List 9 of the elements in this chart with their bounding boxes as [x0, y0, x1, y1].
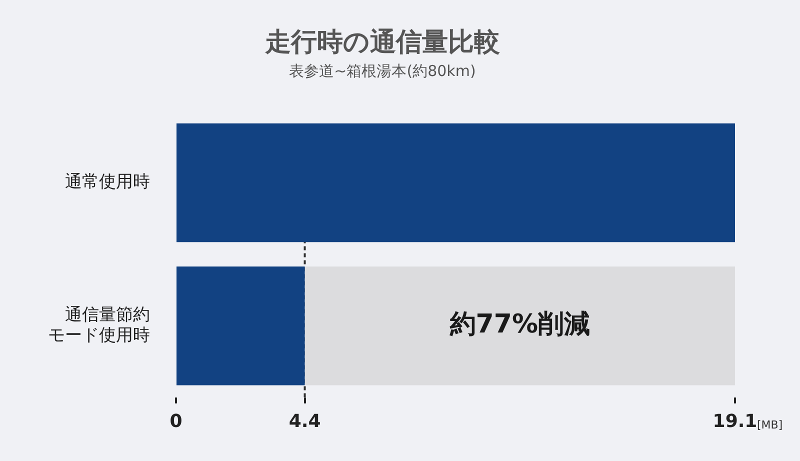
- y-tick-label: 通信量節約モード使用時: [48, 305, 150, 346]
- x-axis-title: [MB]: [757, 418, 783, 432]
- x-tick-label: 0: [170, 410, 182, 432]
- annotation: 約77%削減: [448, 310, 590, 340]
- x-tick-label: 4.4: [288, 410, 321, 432]
- x-tick-label: 19.1: [712, 410, 758, 432]
- chart-subtitle: 表参道~箱根湯本(約80km): [289, 62, 476, 80]
- chart-title: 走行時の通信量比較: [264, 27, 501, 58]
- y-tick-label: 通常使用時: [65, 172, 150, 192]
